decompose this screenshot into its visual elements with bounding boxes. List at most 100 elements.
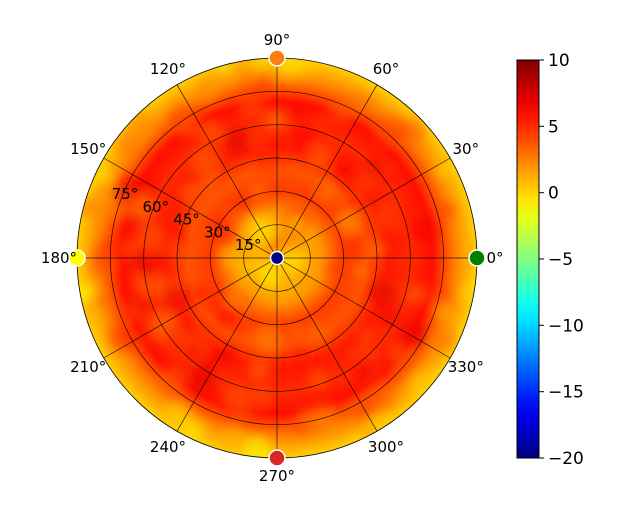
heat-blotch [436,163,450,178]
heat-blotch [397,118,426,147]
heat-blotch [433,302,452,321]
heat-blotch [333,160,360,187]
heat-blotch [454,287,471,304]
heat-blotch [355,359,376,380]
heat-blotch [238,94,265,121]
angular-grid-spoke [276,257,378,432]
heat-blotch [310,371,327,388]
radial-tick-label: 45° [173,211,200,229]
heat-blotch [315,113,328,127]
theta-tick-label: 60° [373,60,400,78]
heat-blotch [196,320,213,336]
radial-tick-label: 30° [204,224,231,242]
colorbar-tick-label: 5 [548,117,559,137]
heat-blotch [214,303,237,326]
heat-blotch [337,211,362,236]
heat-blotch [126,224,140,239]
theta-tick-labels: 0° 30° 60° 90° 120° 150° 180° 210° 240° 270° 300° 3… [41,31,504,485]
heat-blotch [238,258,258,278]
heat-blotch [133,233,165,265]
heat-blotch [261,153,276,169]
radial-tick-labels: 15°30°45°60°75° [112,185,262,254]
heat-blotch [132,296,152,316]
heat-blotch [186,344,200,359]
theta-tick-label: 90° [264,31,291,49]
heat-blotch [271,111,286,127]
heat-blotch [293,420,309,436]
edge-markers [68,49,486,467]
heat-texture [77,58,477,458]
heat-blotch [157,366,186,395]
theta-tick-label: 180° [41,249,77,267]
colorbar: −20 −15 −10 −5 0 5 10 [516,51,584,469]
heat-blotch [250,182,266,198]
heat-blotch [353,394,378,419]
theta-tick-label: 0° [486,249,503,267]
heat-blotch [345,198,361,213]
theta-tick-label: 240° [150,438,186,456]
heat-blotch [327,261,341,275]
heat-blotch [285,345,316,377]
heat-blotch [351,89,375,114]
heat-blotch [224,127,251,153]
colorbar-gradient [516,59,540,459]
colorbar-tick-label: −15 [548,383,584,403]
heat-blotch [168,105,197,134]
heat-blotch [368,279,395,306]
heat-blotch [294,58,315,76]
heat-blotch [221,427,247,453]
heat-blotch [109,324,136,351]
radial-tick-label: 60° [143,198,170,216]
theta-tick-label: 300° [368,438,404,456]
colorbar-tick-label: −10 [548,316,584,336]
angular-grid-spoke [276,257,451,359]
heat-blotch [366,240,386,259]
heat-blotch [163,330,194,360]
heat-blotch [332,395,346,409]
heat-blotch [373,204,406,237]
angular-grid-spoke [176,84,278,259]
marker-zenith [269,250,285,266]
heat-blotch [115,131,142,158]
heat-blotch [119,178,133,193]
angular-grid-spokes [77,58,477,458]
radial-tick-label: 75° [112,185,139,203]
heat-blotch [360,211,384,234]
colorbar-tick-label: −20 [548,449,584,469]
theta-tick-label: 150° [70,140,106,158]
heat-blotch [220,245,243,268]
heat-blotch [307,144,332,169]
heat-blotch [221,384,250,413]
theta-tick-label: 330° [448,358,484,376]
colorbar-tick-label: 10 [548,51,570,71]
heat-blotch [197,119,222,144]
heat-blotch [401,320,429,347]
heat-blotch [411,217,438,244]
angular-grid-spoke [276,157,451,259]
heat-blotch [349,339,378,368]
heat-blotch [191,147,222,179]
theta-tick-label: 120° [150,60,186,78]
angular-grid-spoke [176,257,278,432]
heat-blotch [166,406,182,422]
heat-blotch [190,230,210,249]
heat-blotch [419,285,438,305]
heat-blotch [238,295,256,313]
heat-blotch [466,279,477,294]
heat-blotch [358,325,375,343]
heat-blotch [124,192,152,221]
angular-grid-spoke [103,157,278,259]
heat-blotch [147,197,178,228]
heat-blotch [329,96,356,123]
radial-tick-label: 15° [235,236,262,254]
heat-blotch [250,133,266,149]
heat-blotch [307,321,328,343]
angular-grid-spoke [276,84,378,259]
heat-blotch [95,167,112,184]
heat-blotch [440,203,456,218]
heat-blotch [289,323,302,336]
colorbar-tick-label: 0 [548,184,559,204]
heat-blotch [217,345,237,364]
heat-blotch [276,279,294,298]
